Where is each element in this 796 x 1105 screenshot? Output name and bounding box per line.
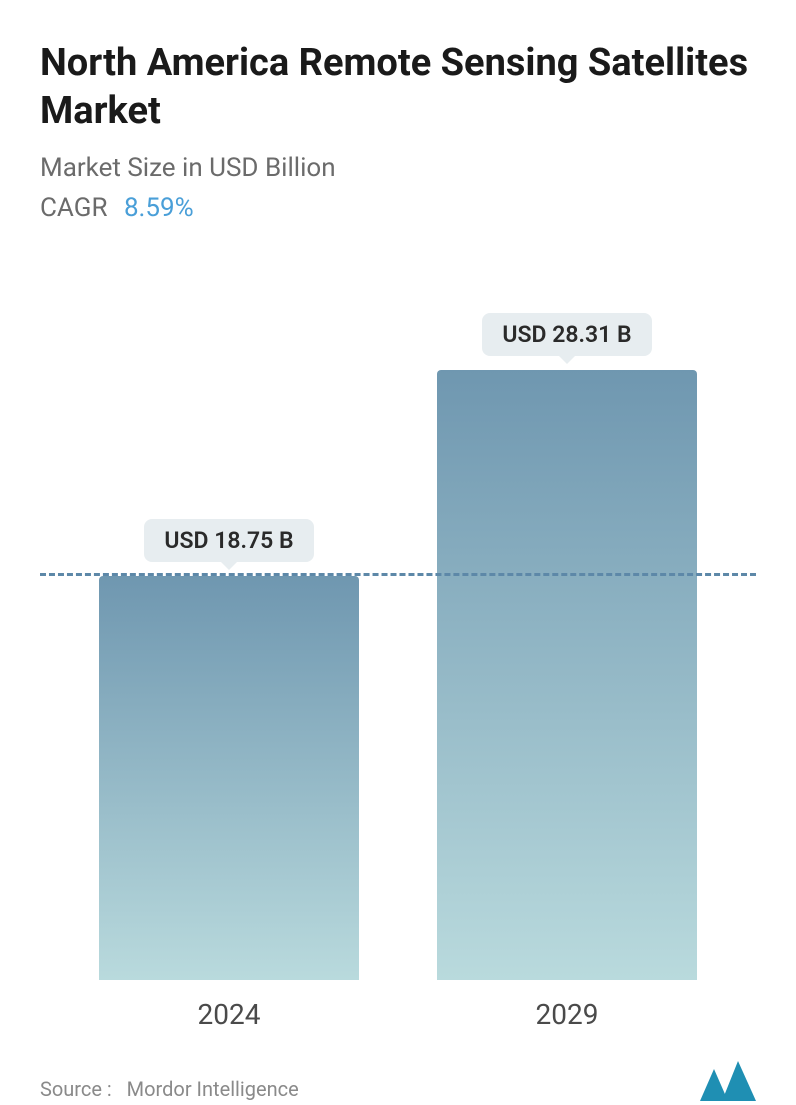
cagr-value: 8.59% [124, 193, 194, 223]
brand-logo-icon [700, 1061, 756, 1101]
chart-container: North America Remote Sensing Satellites … [0, 0, 796, 1034]
x-axis-labels: 2024 2029 [40, 980, 756, 1031]
source-prefix: Source : [40, 1077, 112, 1101]
value-badge: USD 18.75 B [144, 519, 313, 562]
bar [99, 576, 359, 980]
logo-triangle-right [722, 1061, 756, 1101]
cagr-label: CAGR [40, 193, 107, 223]
chart-subtitle: Market Size in USD Billion [40, 153, 756, 183]
reference-line [40, 573, 756, 576]
source-attribution: Source : Mordor Intelligence [40, 1077, 299, 1101]
chart-title: North America Remote Sensing Satellites … [40, 40, 756, 135]
bar-group-2029: USD 28.31 B [437, 313, 697, 980]
bar [437, 370, 697, 980]
chart-plot-area: USD 18.75 B USD 28.31 B [40, 253, 756, 980]
x-axis-label: 2029 [437, 998, 697, 1031]
bar-group-2024: USD 18.75 B [99, 519, 359, 980]
value-badge: USD 28.31 B [482, 313, 651, 356]
chart-footer: Source : Mordor Intelligence [40, 1031, 756, 1101]
logo-triangle-left [700, 1069, 728, 1101]
x-axis-label: 2024 [99, 998, 359, 1031]
source-name: Mordor Intelligence [127, 1077, 299, 1101]
cagr-row: CAGR 8.59% [40, 193, 756, 223]
